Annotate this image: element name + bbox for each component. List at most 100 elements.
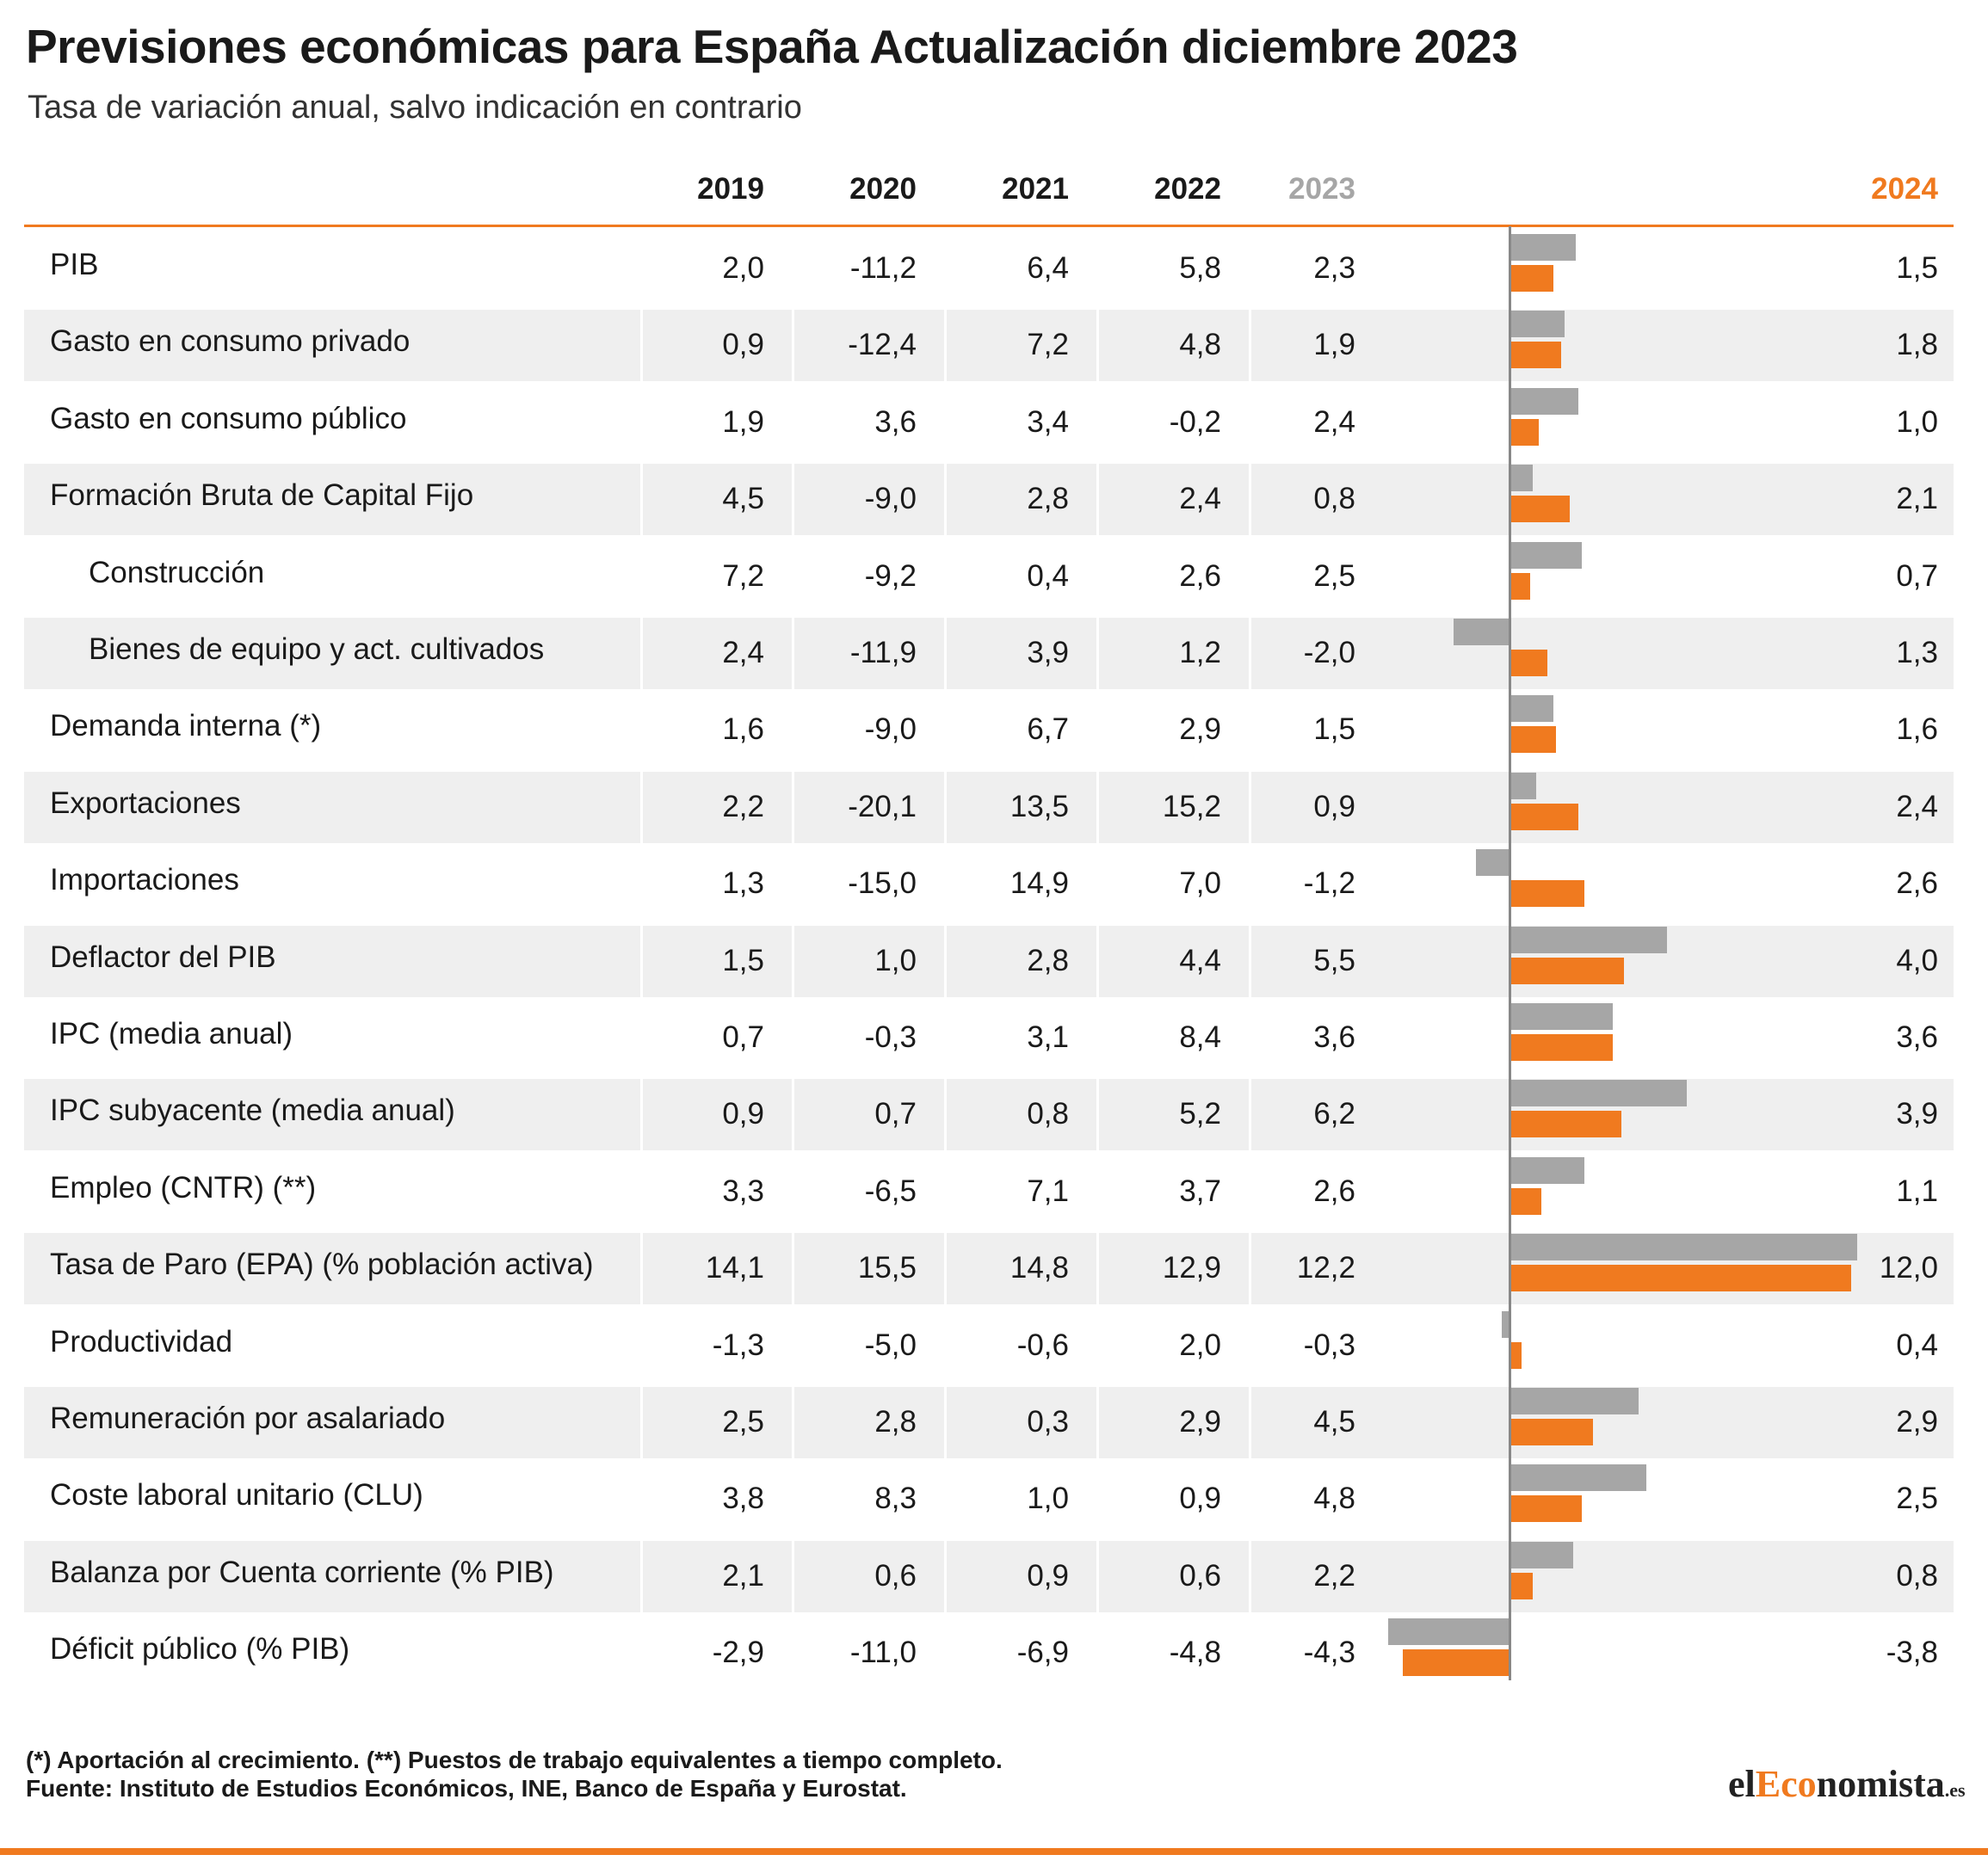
row-value-2024: 1,0: [1896, 404, 1938, 439]
row-value-2024: 1,6: [1896, 712, 1938, 747]
column-separator: [640, 1079, 643, 1151]
column-separator: [1096, 1387, 1099, 1458]
column-separator: [1096, 1540, 1099, 1612]
bar-2023: [1510, 1234, 1857, 1261]
footnote: (*) Aportación al crecimiento. (**) Pues…: [26, 1747, 1003, 1773]
row-value-2021: 14,8: [1009, 1251, 1069, 1285]
row-value-2020: -5,0: [864, 1328, 917, 1362]
row-value-2024: 2,1: [1896, 482, 1938, 516]
row-value-2024: 2,6: [1896, 866, 1938, 901]
row-value-2021: 2,8: [1027, 943, 1069, 977]
bar-2023: [1510, 1388, 1639, 1414]
row-value-2022: 3,7: [1179, 1174, 1221, 1208]
bar-2024: [1510, 1187, 1542, 1215]
column-separator: [1249, 1079, 1251, 1151]
row-value-2021: 0,3: [1027, 1405, 1069, 1439]
row-value-2020: 3,6: [874, 404, 917, 439]
column-separator: [792, 925, 794, 997]
row-value-2023: 0,8: [1313, 482, 1355, 516]
source-note: Fuente: Instituto de Estudios Económicos…: [26, 1775, 907, 1802]
bar-2024: [1510, 1111, 1621, 1138]
column-separator: [944, 464, 947, 536]
row-value-2021: 1,0: [1027, 1482, 1069, 1516]
column-header-2023: 2023: [1288, 172, 1355, 206]
bar-2024: [1510, 265, 1553, 292]
column-separator: [640, 464, 643, 536]
row-value-2020: -11,2: [849, 251, 917, 285]
column-separator: [640, 1387, 643, 1458]
row-value-2024: 2,4: [1896, 789, 1938, 823]
row-value-2020: -9,0: [864, 712, 917, 747]
bar-2024: [1510, 1034, 1613, 1061]
column-separator: [944, 771, 947, 843]
row-label: Exportaciones: [50, 786, 241, 820]
header-rule: [24, 225, 1954, 227]
logo-eco: Eco: [1755, 1763, 1817, 1805]
row-label: Productividad: [50, 1324, 233, 1359]
row-value-2019: 3,3: [722, 1174, 764, 1208]
bar-2024: [1510, 880, 1584, 908]
row-value-2019: 0,9: [722, 1097, 764, 1131]
row-value-2023: 2,3: [1313, 251, 1355, 285]
row-label: Construcción: [89, 555, 265, 589]
row-value-2019: 2,1: [722, 1558, 764, 1593]
row-value-2019: 2,4: [722, 636, 764, 669]
row-value-2019: -2,9: [712, 1636, 764, 1670]
column-separator: [640, 1233, 643, 1305]
row-label: Tasa de Paro (EPA) (% población activa): [50, 1248, 594, 1282]
bar-2024: [1510, 957, 1624, 984]
row-label: PIB: [50, 248, 99, 281]
row-value-2022: -0,2: [1169, 404, 1221, 439]
row-value-2024: -3,8: [1886, 1636, 1938, 1670]
bar-2023: [1510, 311, 1565, 338]
bottom-accent-line: [0, 1848, 1988, 1855]
column-separator: [1249, 925, 1251, 997]
row-value-2019: 4,5: [722, 482, 764, 516]
column-separator: [1249, 464, 1251, 536]
bar-2023: [1510, 1541, 1573, 1568]
row-value-2021: 0,9: [1027, 1558, 1069, 1593]
row-value-2020: -0,3: [864, 1020, 917, 1054]
bar-2024: [1510, 803, 1579, 830]
row-value-2020: -9,0: [864, 482, 917, 516]
row-value-2023: 4,5: [1313, 1405, 1355, 1439]
column-separator: [792, 1233, 794, 1305]
row-value-2020: -20,1: [848, 789, 917, 823]
bar-2023: [1388, 1618, 1510, 1646]
column-separator: [1096, 618, 1099, 689]
chart-title: Previsiones económicas para España Actua…: [26, 20, 1518, 73]
row-value-2024: 0,4: [1896, 1328, 1938, 1362]
bar-2023: [1510, 541, 1582, 569]
row-value-2024: 1,3: [1896, 636, 1938, 669]
column-separator: [1249, 310, 1251, 382]
row-value-2019: 2,2: [722, 789, 764, 823]
row-value-2023: 2,6: [1313, 1174, 1355, 1208]
row-value-2022: 15,2: [1162, 789, 1221, 823]
row-value-2019: 1,6: [722, 712, 764, 747]
row-label: Déficit público (% PIB): [50, 1632, 350, 1667]
column-header-2022: 2022: [1154, 172, 1221, 206]
column-separator: [640, 310, 643, 382]
column-separator: [944, 925, 947, 997]
row-value-2021: 6,7: [1027, 712, 1069, 747]
column-separator: [792, 1387, 794, 1458]
bar-2023: [1510, 1080, 1687, 1107]
column-separator: [944, 310, 947, 382]
row-value-2024: 0,7: [1896, 558, 1938, 593]
column-separator: [944, 1387, 947, 1458]
row-value-2024: 12,0: [1879, 1251, 1938, 1285]
row-value-2019: 1,5: [722, 943, 764, 977]
row-value-2021: 3,9: [1027, 636, 1069, 669]
row-value-2019: 1,9: [722, 404, 764, 439]
row-value-2022: 2,9: [1179, 712, 1221, 747]
row-value-2021: 7,2: [1027, 328, 1069, 362]
row-value-2022: 1,2: [1179, 636, 1221, 669]
row-label: Remuneración por asalariado: [50, 1402, 446, 1435]
row-value-2021: 0,4: [1027, 558, 1069, 593]
row-value-2023: 12,2: [1296, 1251, 1355, 1285]
column-separator: [792, 1540, 794, 1612]
column-separator: [792, 771, 794, 843]
column-separator: [792, 618, 794, 689]
row-value-2022: 2,6: [1179, 558, 1221, 593]
row-label: Formación Bruta de Capital Fijo: [50, 478, 474, 513]
